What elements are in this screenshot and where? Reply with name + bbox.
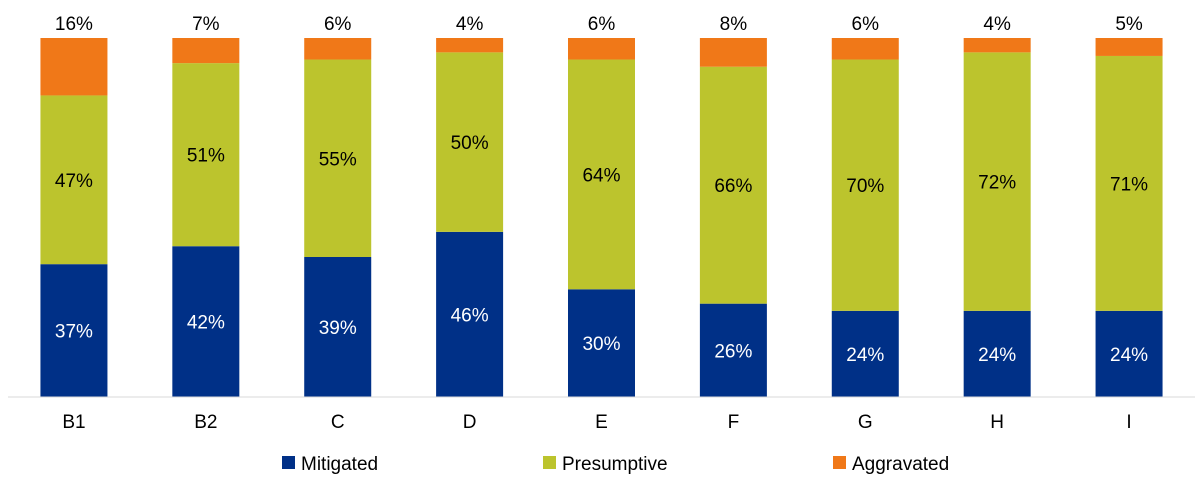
data-label-presumptive-h: 72% (978, 173, 1016, 194)
legend-label-mitigated: Mitigated (301, 454, 378, 475)
bar-presumptive-i (1095, 55, 1163, 311)
bar-aggravated-b1 (40, 38, 108, 96)
data-label-presumptive-f: 66% (714, 176, 752, 197)
bar-mitigated-e (568, 289, 635, 397)
legend-label-aggravated: Aggravated (852, 454, 949, 475)
bar-presumptive-e (568, 59, 635, 290)
x-tick-label-b2: B2 (194, 412, 217, 433)
bar-mitigated-i (1095, 310, 1163, 397)
legend-label-presumptive: Presumptive (562, 454, 668, 475)
bar-presumptive-f (699, 66, 767, 304)
x-tick-label-i: I (1126, 412, 1131, 433)
data-label-presumptive-b1: 47% (55, 171, 93, 192)
bar-mitigated-d (436, 231, 504, 397)
data-label-aggravated-b1: 16% (55, 14, 93, 35)
bar-aggravated-c (304, 38, 372, 60)
legend: Mitigated Presumptive Aggravated (282, 454, 949, 475)
data-label-mitigated-b2: 42% (187, 313, 225, 334)
data-label-presumptive-g: 70% (846, 176, 884, 197)
data-label-aggravated-g: 6% (852, 14, 880, 35)
data-label-aggravated-h: 4% (983, 14, 1011, 35)
data-label-aggravated-d: 4% (456, 14, 484, 35)
bar-mitigated-b2 (172, 246, 240, 397)
bar-mitigated-b1 (40, 264, 108, 397)
x-tick-label-b1: B1 (62, 412, 85, 433)
bar-presumptive-b2 (172, 63, 240, 247)
bar-mitigated-h (963, 310, 1031, 397)
bar-mitigated-f (699, 303, 767, 397)
x-tick-labels: B1 B2 C D E F G H I (62, 412, 1131, 433)
x-tick-label-h: H (990, 412, 1004, 433)
bar-aggravated-e (568, 38, 635, 60)
x-tick-label-e: E (595, 412, 608, 433)
data-label-aggravated-c: 6% (324, 14, 352, 35)
legend-swatch-aggravated (833, 456, 846, 469)
bar-aggravated-h (963, 38, 1031, 53)
x-tick-label-c: C (331, 412, 345, 433)
x-tick-label-d: D (463, 412, 477, 433)
bars-group: 37% 47% 16% 42% 51% 7% 39% 55% 6% 46% 50% 4% 30% 64% 6… (40, 14, 1163, 397)
data-label-presumptive-c: 55% (319, 149, 357, 170)
bar-presumptive-g (831, 59, 899, 311)
legend-swatch-mitigated (282, 456, 295, 469)
legend-swatch-presumptive (543, 456, 556, 469)
data-label-mitigated-c: 39% (319, 318, 357, 339)
data-label-presumptive-i: 71% (1110, 174, 1148, 195)
data-label-presumptive-e: 64% (582, 165, 620, 186)
data-label-mitigated-i: 24% (1110, 345, 1148, 366)
data-label-mitigated-d: 46% (451, 305, 489, 326)
data-label-presumptive-d: 50% (451, 133, 489, 154)
data-label-aggravated-i: 5% (1115, 14, 1143, 35)
bar-aggravated-d (436, 38, 504, 53)
bar-presumptive-b1 (40, 95, 108, 265)
data-label-mitigated-b1: 37% (55, 322, 93, 343)
data-label-aggravated-e: 6% (588, 14, 616, 35)
data-label-mitigated-f: 26% (714, 341, 752, 362)
data-label-mitigated-g: 24% (846, 345, 884, 366)
bar-presumptive-c (304, 59, 372, 257)
x-tick-label-g: G (858, 412, 873, 433)
bar-mitigated-g (831, 310, 899, 397)
x-tick-label-f: F (728, 412, 740, 433)
data-label-aggravated-b2: 7% (192, 14, 220, 35)
data-label-presumptive-b2: 51% (187, 146, 225, 167)
data-label-mitigated-h: 24% (978, 345, 1016, 366)
data-label-mitigated-e: 30% (582, 334, 620, 355)
data-label-aggravated-f: 8% (720, 14, 748, 35)
bar-aggravated-f (699, 38, 767, 67)
bar-aggravated-i (1095, 38, 1163, 56)
bar-mitigated-c (304, 256, 372, 397)
bar-aggravated-g (831, 38, 899, 60)
bar-presumptive-d (436, 52, 504, 232)
bar-presumptive-h (963, 52, 1031, 311)
bar-aggravated-b2 (172, 38, 240, 64)
